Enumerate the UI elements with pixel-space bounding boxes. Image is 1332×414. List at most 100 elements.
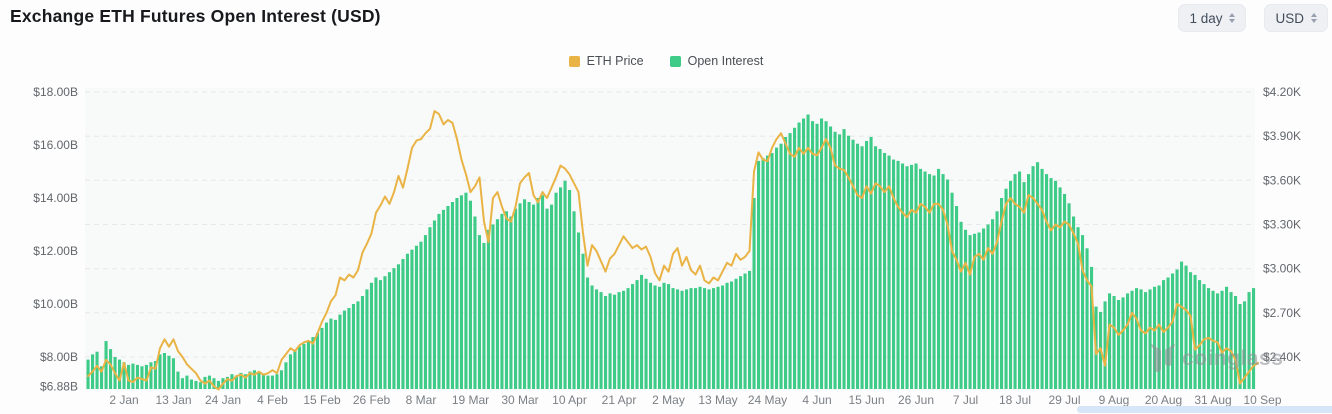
open-interest-bar xyxy=(680,290,684,390)
open-interest-bar xyxy=(833,131,837,390)
open-interest-bar xyxy=(194,380,198,389)
open-interest-bar xyxy=(739,276,743,389)
left-axis-tick-label: $16.00B xyxy=(33,138,78,152)
interval-select-value: 1 day xyxy=(1189,10,1223,26)
open-interest-bar xyxy=(703,288,707,389)
open-interest-bar xyxy=(775,147,779,389)
open-interest-bar xyxy=(883,153,887,389)
open-interest-bar xyxy=(1013,174,1017,389)
open-interest-bar xyxy=(536,198,540,389)
open-interest-bar xyxy=(707,289,711,389)
open-interest-bar xyxy=(324,322,328,389)
open-interest-bar xyxy=(905,166,909,389)
open-interest-bar xyxy=(937,168,941,389)
open-interest-bar xyxy=(1063,194,1067,389)
open-interest-bar xyxy=(387,272,391,389)
x-axis-tick-label: 20 Aug xyxy=(1145,393,1182,407)
open-interest-bar xyxy=(131,363,135,389)
open-interest-bar xyxy=(973,233,977,389)
open-interest-bar xyxy=(865,141,869,389)
x-axis-tick-label: 19 Mar xyxy=(452,393,489,407)
open-interest-bar xyxy=(122,362,126,389)
open-interest-bar xyxy=(694,288,698,389)
open-interest-bar xyxy=(1027,174,1031,389)
open-interest-bar xyxy=(185,375,189,389)
x-axis-tick-label: 21 Apr xyxy=(602,393,637,407)
open-interest-bar xyxy=(1166,277,1170,389)
open-interest-bar xyxy=(401,259,405,389)
open-interest-bar xyxy=(1085,248,1089,389)
open-interest-bar xyxy=(261,374,265,389)
open-interest-bar xyxy=(914,163,918,389)
currency-select[interactable]: USD xyxy=(1264,4,1328,32)
open-interest-bar xyxy=(351,304,355,389)
open-interest-bar xyxy=(1072,216,1076,389)
open-interest-bar xyxy=(109,349,113,389)
up-down-chevron-icon xyxy=(1229,13,1236,23)
x-axis-tick-label: 7 Jul xyxy=(953,393,978,407)
open-interest-bar xyxy=(1216,293,1220,389)
open-interest-bar xyxy=(230,374,234,389)
open-interest-bar xyxy=(1036,162,1040,389)
open-interest-bar xyxy=(1000,198,1004,389)
open-interest-bar xyxy=(1022,182,1026,389)
x-axis-tick-label: 29 Jul xyxy=(1048,393,1080,407)
open-interest-bar xyxy=(658,286,662,389)
open-interest-bar xyxy=(491,224,495,389)
open-interest-bar xyxy=(946,179,950,389)
open-interest-bar xyxy=(1139,289,1143,389)
open-interest-bar xyxy=(532,204,536,389)
open-interest-bar xyxy=(1076,227,1080,389)
open-interest-bar xyxy=(563,180,567,389)
open-interest-bar xyxy=(234,375,238,389)
left-axis-tick-label: $18.00B xyxy=(33,85,78,99)
legend-item-open-interest[interactable]: Open Interest xyxy=(669,54,763,68)
eth-price-line xyxy=(87,110,1259,391)
watermark: coinglass xyxy=(1150,344,1283,374)
interval-select[interactable]: 1 day xyxy=(1178,4,1247,32)
open-interest-bar xyxy=(464,192,468,389)
open-interest-bar xyxy=(212,378,216,389)
open-interest-bar xyxy=(761,158,765,390)
open-interest-bar xyxy=(824,121,828,389)
open-interest-bar xyxy=(523,199,527,389)
open-interest-bar xyxy=(1009,180,1013,389)
right-axis-tick-label: $3.00K xyxy=(1263,262,1301,276)
open-interest-bar xyxy=(757,160,761,389)
open-interest-bar xyxy=(1126,293,1130,389)
left-axis-tick-label: $14.00B xyxy=(33,191,78,205)
open-interest-bar xyxy=(86,359,90,389)
x-axis-tick-label: 18 Jul xyxy=(999,393,1031,407)
x-axis-tick-label: 26 Jun xyxy=(898,393,934,407)
x-axis-tick-label: 26 Feb xyxy=(353,393,391,407)
open-interest-bar xyxy=(207,375,211,389)
open-interest-bar xyxy=(329,318,333,389)
open-interest-bar xyxy=(716,286,720,389)
open-interest-bar xyxy=(559,187,563,389)
open-interest-bar xyxy=(1252,288,1256,389)
open-interest-bar xyxy=(1135,288,1139,389)
open-interest-bar xyxy=(162,353,166,389)
horizontal-scrollbar-thumb[interactable] xyxy=(1077,406,1332,413)
open-interest-bar xyxy=(176,371,180,389)
open-interest-bar xyxy=(311,337,315,389)
open-interest-bar xyxy=(689,288,693,389)
right-axis-tick-label: $3.30K xyxy=(1263,218,1301,232)
open-interest-bar xyxy=(572,211,576,390)
open-interest-bar xyxy=(1148,289,1152,389)
open-interest-bar xyxy=(1193,274,1197,389)
open-interest-bar xyxy=(446,206,450,389)
open-interest-bar xyxy=(279,370,283,390)
legend-item-eth-price[interactable]: ETH Price xyxy=(568,54,644,68)
open-interest-bar xyxy=(995,211,999,390)
open-interest-bar xyxy=(752,198,756,389)
open-interest-bar xyxy=(743,273,747,389)
x-axis-tick-label: 24 Jan xyxy=(205,393,241,407)
open-interest-bar xyxy=(626,288,630,389)
open-interest-bar xyxy=(1004,188,1008,389)
left-axis-tick-label: $12.00B xyxy=(33,244,78,258)
x-axis-tick-label: 10 Sep xyxy=(1243,393,1281,407)
x-axis-tick-label: 2 May xyxy=(652,393,685,407)
eth-price-swatch-icon xyxy=(568,55,580,67)
